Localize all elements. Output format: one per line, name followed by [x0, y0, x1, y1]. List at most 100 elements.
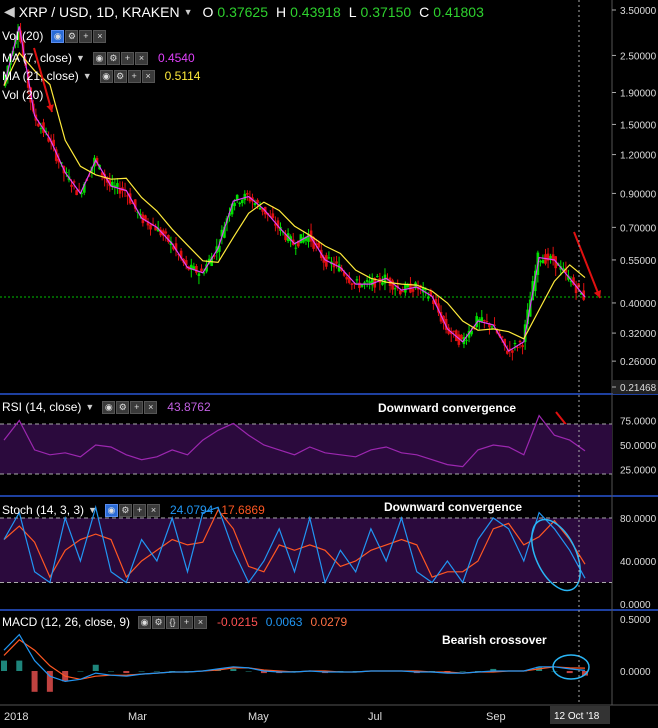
stoch-d-line	[3, 508, 586, 579]
candle-body	[304, 237, 308, 241]
chevron-down-icon[interactable]: ▼	[82, 71, 92, 81]
rsi-label[interactable]: RSI (14, close)	[2, 400, 82, 414]
candle-body	[314, 243, 318, 245]
candle-body	[118, 188, 122, 194]
candle-body	[483, 320, 486, 322]
plus-icon[interactable]: +	[130, 400, 144, 414]
candle-body	[426, 296, 430, 299]
candle-body	[126, 195, 129, 197]
candle-body	[521, 345, 524, 348]
macd-histogram-bar	[153, 671, 160, 672]
chevron-down-icon[interactable]: ▼	[183, 6, 193, 17]
macd-tick-label: 0.5000	[620, 615, 651, 626]
eye-icon[interactable]: ◉	[104, 503, 118, 517]
chevron-down-icon[interactable]: ▼	[88, 505, 97, 515]
macd-histogram-bar	[169, 671, 176, 672]
close-icon[interactable]: ×	[144, 400, 158, 414]
price-tick-label: 3.50000	[620, 6, 657, 17]
macd-histogram-bar	[474, 671, 481, 672]
macd-histogram-bar	[582, 671, 588, 676]
gear-icon[interactable]: ⚙	[113, 69, 127, 83]
plus-icon[interactable]: +	[180, 615, 194, 629]
chevron-down-icon[interactable]: ▼	[85, 402, 95, 412]
candle-body	[467, 330, 471, 338]
open-value: 0.37625	[217, 3, 268, 20]
candle-body	[406, 284, 410, 288]
macd-histogram-bar	[108, 671, 115, 672]
braces-icon[interactable]: {}	[166, 615, 180, 629]
ma7-label[interactable]: MA (7, close)	[2, 51, 73, 65]
eye-icon[interactable]: ◉	[99, 69, 113, 83]
close-icon[interactable]: ×	[141, 69, 155, 83]
price-tick-label: 0.21468	[620, 383, 657, 394]
red-arrow-price	[573, 231, 601, 299]
candle-body	[516, 346, 519, 348]
ma21-line	[3, 51, 586, 340]
ma21-label[interactable]: MA (21, close)	[2, 69, 79, 83]
gear-icon[interactable]: ⚙	[118, 503, 132, 517]
stoch-label[interactable]: Stoch (14, 3, 3)	[2, 503, 85, 517]
vol-label[interactable]: Vol (20)	[2, 29, 44, 43]
stoch-k-value: 24.0794	[169, 503, 214, 517]
candle-body	[345, 276, 349, 280]
high-value: 0.43918	[290, 3, 341, 20]
price-tick-label: 0.90000	[620, 189, 657, 200]
vol2-label[interactable]: Vol (20)	[2, 88, 44, 102]
plus-icon[interactable]: +	[120, 51, 134, 65]
candle-body	[80, 192, 84, 194]
candle-body	[54, 149, 58, 161]
close-icon[interactable]: ×	[134, 51, 148, 65]
candle-body	[113, 185, 117, 187]
plus-icon[interactable]: +	[79, 29, 93, 43]
candle-body	[258, 207, 262, 210]
macd-histogram-bar	[138, 671, 145, 672]
candle-body	[238, 202, 242, 205]
candle-body	[477, 319, 481, 322]
chevron-down-icon[interactable]: ▼	[76, 53, 85, 63]
price-tick-label: 0.70000	[620, 223, 657, 234]
macd-histogram-bar	[184, 671, 191, 672]
candle-body	[253, 202, 257, 206]
candle-body	[322, 257, 326, 263]
candle-body	[368, 281, 371, 284]
gear-icon[interactable]: ⚙	[152, 615, 166, 629]
eye-icon[interactable]: ◉	[51, 29, 65, 43]
close-value: 0.41803	[433, 3, 484, 20]
candle-body	[404, 284, 407, 293]
candle-body	[398, 290, 402, 295]
gear-icon[interactable]: ⚙	[116, 400, 130, 414]
candle-body	[149, 224, 152, 230]
plus-icon[interactable]: +	[127, 69, 141, 83]
candle-body	[541, 260, 545, 264]
candle-body	[200, 268, 203, 272]
candle-body	[332, 263, 336, 268]
eye-icon[interactable]: ◉	[102, 400, 116, 414]
candle-body	[276, 220, 280, 229]
macd-histogram-bar	[1, 660, 7, 671]
eye-icon[interactable]: ◉	[138, 615, 152, 629]
open-label: O	[202, 3, 214, 20]
eye-icon[interactable]: ◉	[92, 51, 106, 65]
symbol-title[interactable]: XRP / USD, 1D, KRAKEN	[18, 3, 180, 20]
candle-body	[393, 288, 397, 290]
candle-body	[235, 194, 239, 201]
close-icon[interactable]: ×	[93, 29, 107, 43]
candle-body	[327, 257, 331, 259]
candle-body	[360, 284, 364, 287]
candle-body	[161, 230, 165, 236]
low-label: L	[348, 3, 357, 20]
macd-label[interactable]: MACD (12, 26, close, 9)	[2, 615, 131, 629]
time-axis-label: Sep	[486, 711, 506, 723]
collapse-icon[interactable]: ◀	[4, 3, 15, 19]
gear-icon[interactable]: ⚙	[65, 29, 79, 43]
candle-body	[230, 203, 234, 215]
candle-body	[546, 253, 550, 261]
close-icon[interactable]: ×	[146, 503, 160, 517]
rsi-tick-label: 25.0000	[620, 466, 657, 477]
plus-icon[interactable]: +	[132, 503, 146, 517]
close-icon[interactable]: ×	[194, 615, 208, 629]
gear-icon[interactable]: ⚙	[106, 51, 120, 65]
macd-histogram-bar	[230, 668, 237, 671]
candle-body	[567, 275, 570, 280]
